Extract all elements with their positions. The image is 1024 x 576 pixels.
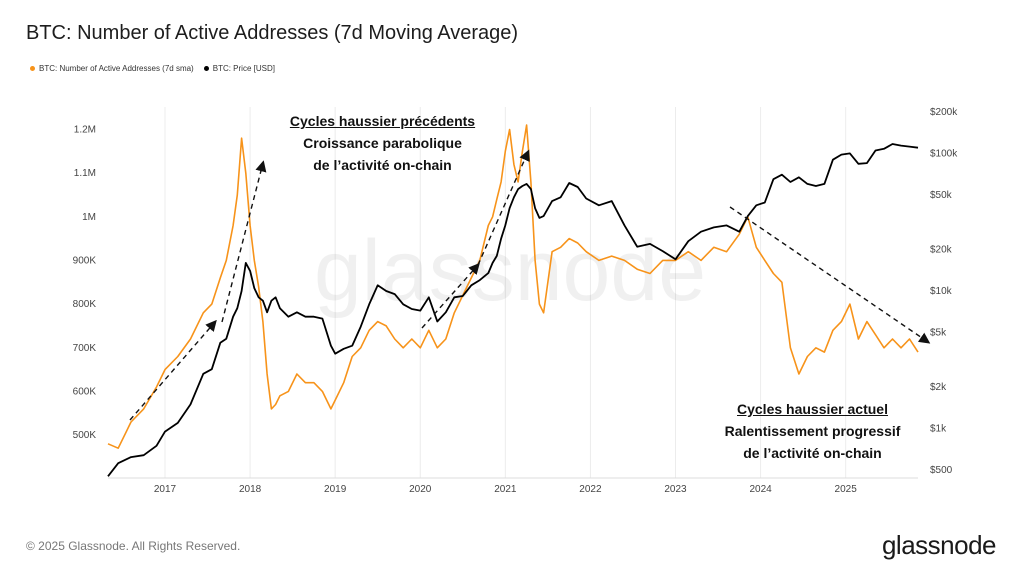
y-right-tick-label: $500 (930, 465, 953, 476)
x-tick-label: 2023 (664, 484, 687, 495)
x-tick-label: 2021 (494, 484, 517, 495)
y-left-tick-label: 1.2M (74, 124, 96, 135)
y-right-tick-label: $10k (930, 286, 953, 297)
annotation-previous: Cycles haussier précédents Croissance pa… (270, 110, 495, 176)
trend-arrow-1a (129, 319, 217, 421)
chart-title: BTC: Number of Active Addresses (7d Movi… (26, 22, 519, 44)
y-right-tick-label: $2k (930, 382, 947, 393)
x-tick-label: 2020 (409, 484, 432, 495)
annotation-previous-line1: Croissance parabolique (303, 135, 462, 151)
legend-dot-price (203, 66, 209, 71)
x-tick-label: 2018 (239, 484, 262, 495)
y-right-tick-label: $20k (930, 245, 953, 256)
y-left-tick-label: 900K (73, 255, 97, 266)
y-right-tick-label: $200k (930, 107, 958, 118)
annotation-current-line1: Ralentissement progressif (724, 423, 901, 439)
legend: BTC: Number of Active Addresses (7d sma)… (30, 64, 275, 73)
y-left-tick-label: 700K (73, 343, 97, 354)
grid (108, 107, 918, 479)
annotation-current: Cycles haussier actuel Ralentissement pr… (700, 398, 925, 464)
legend-label-price: BTC: Price [USD] (212, 64, 275, 73)
x-tick-label: 2022 (579, 484, 602, 495)
y-right-tick-label: $100k (930, 148, 958, 159)
y-left-tick-label: 800K (73, 299, 97, 310)
trend-arrows (129, 149, 931, 421)
annotation-previous-line2: de l’activité on-chain (313, 157, 452, 173)
annotation-previous-head: Cycles haussier précédents (289, 113, 476, 129)
axes: 2017 2018 2019 2020 2021 2022 2023 2024 2025 500K… (73, 107, 959, 495)
brand-logo[interactable]: glassnode (881, 530, 997, 560)
watermark: glassnode (314, 223, 706, 319)
y-left-tick-label: 600K (73, 386, 97, 397)
series-group (107, 124, 919, 477)
y-right-tick-label: $5k (930, 327, 947, 338)
series-line-price (107, 143, 919, 477)
y-left-tick-label: 500K (73, 430, 97, 441)
trend-arrow-2b (477, 149, 530, 266)
legend-label-addresses: BTC: Number of Active Addresses (7d sma) (39, 64, 194, 73)
y-left-tick-label: 1M (82, 212, 96, 223)
trend-arrow-1b (221, 160, 267, 323)
x-tick-label: 2017 (154, 484, 177, 495)
series-line-addresses (107, 124, 919, 450)
trend-arrow-3 (729, 206, 931, 344)
x-tick-label: 2019 (324, 484, 347, 495)
x-tick-label: 2025 (835, 484, 858, 495)
annotation-current-line2: de l’activité on-chain (743, 445, 882, 461)
legend-item-addresses[interactable]: BTC: Number of Active Addresses (7d sma) (30, 64, 194, 73)
copyright: © 2025 Glassnode. All Rights Reserved. (26, 539, 241, 553)
y-right-tick-label: $1k (930, 424, 947, 435)
y-left-tick-label: 1.1M (74, 168, 96, 179)
legend-item-price[interactable]: BTC: Price [USD] (203, 64, 275, 73)
legend-dot-addresses (30, 66, 35, 71)
annotation-current-head: Cycles haussier actuel (737, 401, 888, 417)
y-right-tick-label: $50k (930, 190, 953, 201)
x-tick-label: 2024 (749, 484, 772, 495)
